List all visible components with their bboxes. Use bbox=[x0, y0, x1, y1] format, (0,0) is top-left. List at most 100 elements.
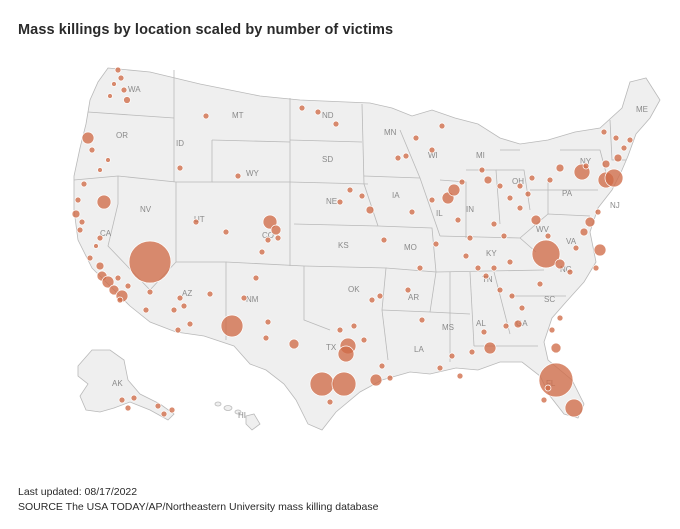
incident-marker bbox=[270, 224, 282, 236]
incident-marker bbox=[490, 264, 498, 272]
state-label-ia: IA bbox=[392, 191, 400, 200]
incident-marker bbox=[97, 167, 103, 173]
incident-marker bbox=[101, 275, 115, 289]
incident-marker bbox=[93, 243, 99, 249]
incident-marker bbox=[620, 144, 628, 152]
state-label-co: CO bbox=[262, 231, 274, 240]
incident-marker bbox=[554, 258, 566, 270]
incident-marker bbox=[331, 371, 357, 397]
state-label-il: IL bbox=[436, 209, 443, 218]
incident-marker bbox=[524, 190, 532, 198]
incident-marker bbox=[428, 146, 436, 154]
incident-marker bbox=[142, 306, 150, 314]
alaska-shape bbox=[77, 349, 175, 421]
state-label-mo: MO bbox=[404, 243, 417, 252]
incident-marker bbox=[186, 320, 194, 328]
incident-marker bbox=[80, 180, 88, 188]
incident-marker bbox=[96, 194, 112, 210]
state-label-va: VA bbox=[566, 237, 577, 246]
incident-marker bbox=[108, 284, 120, 296]
state-label-ms: MS bbox=[442, 323, 454, 332]
incident-marker bbox=[593, 243, 607, 257]
incident-marker bbox=[564, 398, 584, 418]
incident-marker bbox=[626, 136, 634, 144]
incident-marker bbox=[350, 322, 358, 330]
incident-marker bbox=[252, 274, 260, 282]
incident-marker bbox=[274, 234, 282, 242]
incident-marker bbox=[78, 218, 86, 226]
incident-marker bbox=[496, 182, 504, 190]
state-label-ks: KS bbox=[338, 241, 349, 250]
state-label-ut: UT bbox=[194, 215, 205, 224]
incident-marker bbox=[513, 319, 523, 329]
incident-marker bbox=[298, 104, 306, 112]
state-label-id: ID bbox=[176, 139, 184, 148]
incident-marker bbox=[579, 227, 589, 237]
incident-marker bbox=[123, 96, 131, 104]
map-title: Mass killings by location scaled by numb… bbox=[18, 22, 394, 38]
incident-marker bbox=[346, 186, 354, 194]
state-label-al: AL bbox=[476, 319, 486, 328]
incident-marker bbox=[369, 373, 383, 387]
incident-marker bbox=[360, 336, 368, 344]
incident-marker bbox=[394, 154, 402, 162]
incident-marker bbox=[404, 286, 412, 294]
incident-marker bbox=[480, 328, 488, 336]
incident-marker bbox=[105, 157, 111, 163]
incident-marker bbox=[264, 318, 272, 326]
incident-marker bbox=[454, 216, 462, 224]
state-label-nc: NC bbox=[560, 265, 572, 274]
incident-marker bbox=[536, 280, 544, 288]
state-label-wv: WV bbox=[536, 225, 550, 234]
incident-marker bbox=[76, 226, 84, 234]
incident-marker bbox=[314, 108, 322, 116]
incident-marker bbox=[490, 220, 498, 228]
incident-markers bbox=[71, 66, 634, 418]
state-label-nj: NJ bbox=[610, 201, 620, 210]
incident-marker bbox=[466, 234, 474, 242]
incident-marker bbox=[592, 264, 600, 272]
incident-marker bbox=[114, 274, 122, 282]
state-label-az: AZ bbox=[182, 289, 192, 298]
incident-marker bbox=[128, 240, 172, 284]
state-label-nm: NM bbox=[246, 295, 259, 304]
incident-marker bbox=[116, 296, 124, 304]
incident-marker bbox=[220, 314, 244, 338]
incident-marker bbox=[528, 174, 536, 182]
state-label-ar: AR bbox=[408, 293, 419, 302]
state-label-sc: SC bbox=[544, 295, 555, 304]
state-label-ca: CA bbox=[100, 229, 112, 238]
state-label-nd: ND bbox=[322, 111, 334, 120]
incident-marker bbox=[120, 86, 128, 94]
state-label-ne: NE bbox=[326, 197, 337, 206]
incident-marker bbox=[601, 159, 611, 169]
incident-marker bbox=[309, 371, 335, 397]
incident-marker bbox=[376, 292, 384, 300]
incident-marker bbox=[482, 272, 490, 280]
incident-marker bbox=[418, 316, 426, 324]
incident-marker bbox=[234, 172, 242, 180]
incident-marker bbox=[531, 239, 561, 269]
state-label-sd: SD bbox=[322, 155, 333, 164]
incident-marker bbox=[496, 286, 504, 294]
source-note: SOURCE The USA TODAY/AP/Northeastern Uni… bbox=[18, 501, 379, 513]
incident-marker bbox=[408, 208, 416, 216]
incident-marker bbox=[336, 326, 344, 334]
incident-marker bbox=[462, 252, 470, 260]
state-label-tn: TN bbox=[482, 275, 493, 284]
state-label-or: OR bbox=[116, 131, 128, 140]
state-label-wy: WY bbox=[246, 169, 260, 178]
incident-marker bbox=[176, 164, 184, 172]
state-label-nv: NV bbox=[140, 205, 152, 214]
incident-marker bbox=[613, 153, 623, 163]
incident-marker bbox=[332, 120, 340, 128]
incident-marker bbox=[378, 362, 386, 370]
incident-marker bbox=[483, 175, 493, 185]
incident-marker bbox=[180, 302, 188, 310]
incident-marker bbox=[176, 294, 184, 302]
incident-marker bbox=[154, 402, 162, 410]
state-label-mi: MI bbox=[476, 151, 485, 160]
incident-marker bbox=[483, 341, 497, 355]
us-mainland-shape bbox=[73, 67, 661, 431]
incident-marker bbox=[478, 166, 486, 174]
